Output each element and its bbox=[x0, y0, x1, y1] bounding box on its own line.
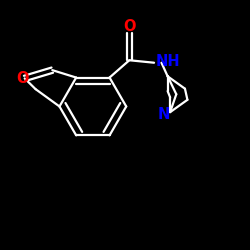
Text: O: O bbox=[16, 71, 28, 86]
Text: N: N bbox=[158, 107, 170, 122]
Text: O: O bbox=[123, 19, 136, 34]
Text: NH: NH bbox=[155, 54, 180, 69]
